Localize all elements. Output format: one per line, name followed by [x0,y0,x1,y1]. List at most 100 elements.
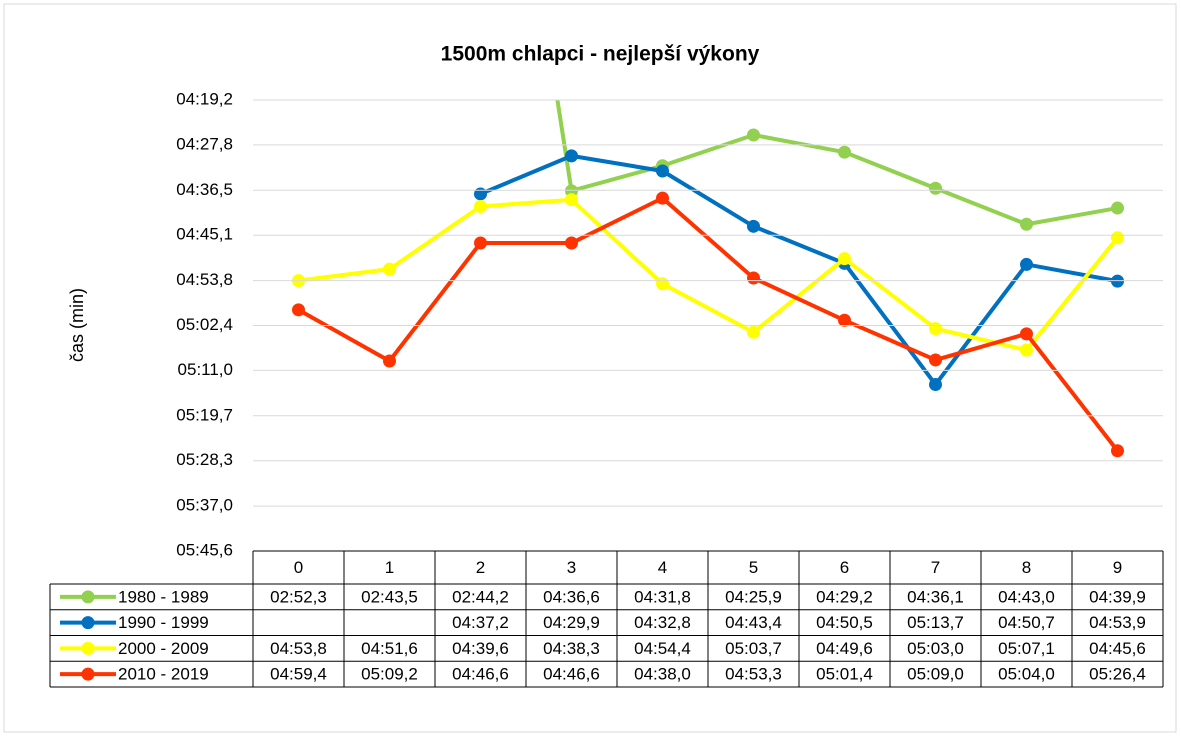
table-cell: 04:39,6 [452,639,509,658]
series-line [479,153,1118,387]
data-point [747,271,760,285]
x-tick-label: 3 [567,558,576,577]
table-cell: 04:49,6 [816,639,873,658]
data-point [838,145,851,159]
legend-marker [81,667,95,681]
table-cell: 04:53,9 [1089,613,1146,632]
data-point [656,164,669,178]
y-tick-label: 05:28,3 [176,450,233,469]
y-tick-label: 04:19,2 [176,89,233,108]
table-cell: 05:09,0 [907,665,964,684]
x-tick-label: 0 [294,558,303,577]
y-tick-label: 04:27,8 [176,134,233,153]
series-line [298,197,1120,353]
table-cell: 04:29,2 [816,587,873,606]
legend-label: 2000 - 2009 [118,639,209,658]
table-cell: 04:53,3 [725,665,782,684]
data-point [1020,343,1033,357]
y-tick-label: 05:45,6 [176,540,233,559]
x-tick-label: 2 [476,558,485,577]
data-point [656,191,669,205]
y-tick-label: 04:53,8 [176,270,233,289]
series-line [297,196,1120,453]
table-cell: 04:51,6 [361,639,418,658]
table-cell: 02:44,2 [452,587,509,606]
table-cell: 05:07,1 [998,639,1055,658]
y-tick-label: 05:37,0 [176,496,233,515]
y-tick-label: 04:36,5 [176,180,233,199]
table-cell: 02:43,5 [361,587,418,606]
table-cell: 04:31,8 [634,587,691,606]
table-cell: 04:46,6 [452,665,509,684]
data-point [1111,201,1124,215]
y-axis-label: čas (min) [67,288,87,362]
data-point [474,199,487,213]
data-point [1111,274,1124,288]
x-tick-label: 4 [658,558,667,577]
data-point [565,149,578,163]
series-line [555,100,1118,227]
table-cell: 04:36,6 [543,587,600,606]
legend-marker [81,641,95,655]
table-cell: 04:25,9 [725,587,782,606]
x-tick-label: 8 [1022,558,1031,577]
table-cell: 04:29,9 [543,613,600,632]
table-cell: 04:59,4 [270,665,327,684]
data-point [292,303,305,317]
chart-title: 1500m chlapci - nejlepší výkony [441,43,760,66]
x-tick-label: 1 [385,558,394,577]
table-cell: 05:04,0 [998,665,1055,684]
legend-marker [81,590,95,604]
data-point [474,236,487,250]
x-tick-label: 5 [749,558,758,577]
table-cell: 04:39,9 [1089,587,1146,606]
table-cell: 04:43,4 [725,613,782,632]
data-point [747,128,760,142]
data-point [1020,257,1033,271]
data-point [383,354,396,368]
x-tick-label: 9 [1113,558,1122,577]
table-cell: 04:46,6 [543,665,600,684]
table-cell: 05:13,7 [907,613,964,632]
table-cell: 02:52,3 [270,587,327,606]
data-point [929,353,942,367]
data-point [474,187,487,201]
table-cell: 04:50,7 [998,613,1055,632]
plot-area [292,100,1124,458]
data-point [747,325,760,339]
table-cell: 04:36,1 [907,587,964,606]
legend-label: 1990 - 1999 [118,613,209,632]
table-cell: 04:38,3 [543,639,600,658]
table-cell: 05:01,4 [816,665,873,684]
data-point [929,322,942,336]
data-point [1111,444,1124,458]
table-cell: 04:32,8 [634,613,691,632]
data-point [838,313,851,327]
table-cell: 04:43,0 [998,587,1055,606]
table-cell: 04:53,8 [270,639,327,658]
y-tick-label: 05:02,4 [176,315,233,334]
legend-label: 1980 - 1989 [118,587,209,606]
table-cell: 04:37,2 [452,613,509,632]
table-cell: 04:45,6 [1089,639,1146,658]
y-tick-label: 05:19,7 [176,405,233,424]
legend-marker [81,616,95,630]
data-point [838,252,851,266]
table-cell: 05:03,0 [907,639,964,658]
y-tick-label: 05:11,0 [178,360,233,379]
data-point [747,219,760,233]
table-cell: 05:03,7 [725,639,782,658]
x-tick-label: 6 [840,558,849,577]
data-point [656,277,669,291]
data-point [929,181,942,195]
data-point [929,377,942,391]
data-point [1020,327,1033,341]
y-tick-label: 04:45,1 [176,225,233,244]
legend-label: 2010 - 2019 [118,665,209,684]
table-cell: 05:26,4 [1089,665,1146,684]
table-cell: 05:09,2 [361,665,418,684]
table-cell: 04:54,4 [634,639,691,658]
data-point [1020,217,1033,231]
data-point [565,193,578,207]
